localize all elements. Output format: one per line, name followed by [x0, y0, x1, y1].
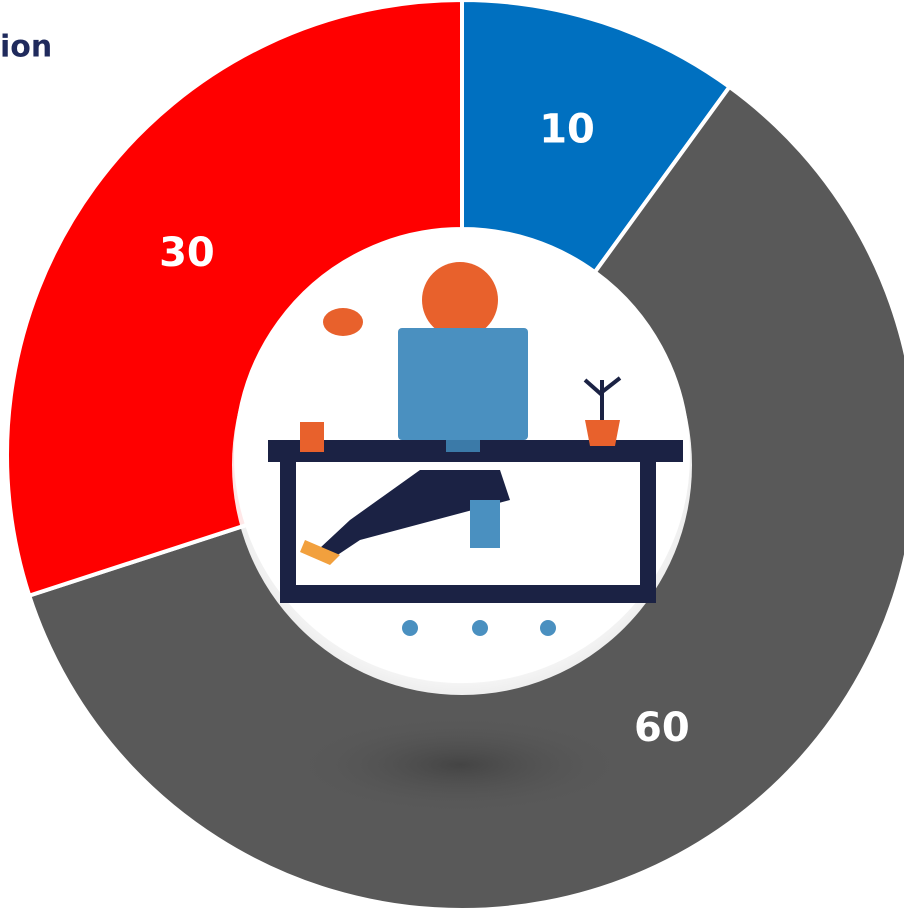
shoe — [300, 540, 340, 565]
desk-leg — [280, 462, 296, 602]
data-label: 30 — [159, 230, 215, 276]
shadow — [290, 715, 630, 815]
mug — [300, 422, 324, 452]
desk-leg — [640, 462, 656, 602]
center-illustration — [232, 235, 692, 695]
monitor — [398, 328, 528, 440]
plant-pot — [585, 420, 620, 446]
slices — [5, 0, 904, 911]
data-label: 60 — [634, 705, 690, 751]
chair — [470, 500, 500, 548]
wheel — [472, 620, 488, 636]
monitor-stand — [446, 440, 480, 452]
lamp — [323, 308, 363, 336]
wheel — [540, 620, 556, 636]
slice — [460, 0, 733, 275]
chart-title: ion — [0, 30, 52, 65]
legs — [320, 470, 510, 560]
wheel — [402, 620, 418, 636]
plant — [583, 376, 622, 420]
desk-bar — [280, 585, 656, 603]
hair — [422, 262, 498, 338]
data-label: 10 — [539, 107, 595, 153]
center-circle — [232, 235, 692, 695]
